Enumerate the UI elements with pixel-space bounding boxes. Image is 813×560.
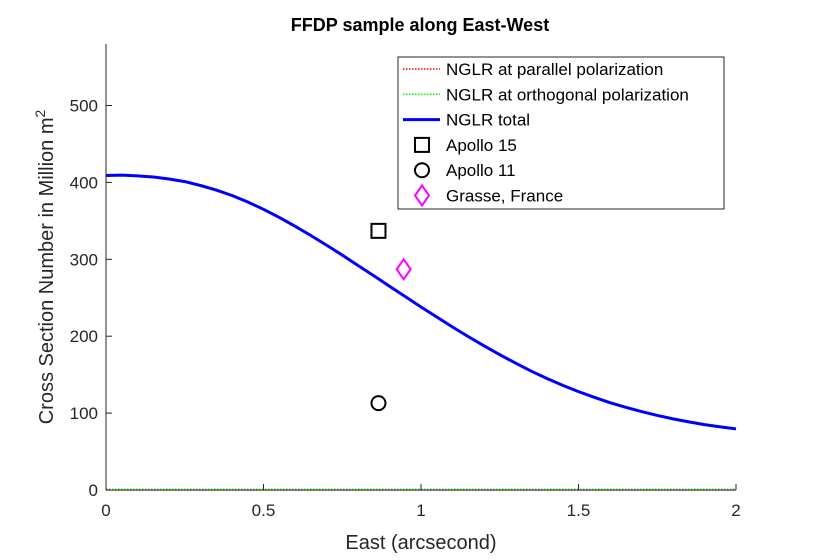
series-line-nglr-total	[105, 173, 737, 431]
x-axis-ticks: 0 0.5 1 1.5 2	[101, 484, 741, 520]
marker-apollo-15	[370, 222, 387, 239]
legend-label: NGLR at parallel polarization	[446, 60, 663, 79]
legend: NGLR at parallel polarization NGLR at ort…	[397, 56, 725, 210]
legend-entry-grasse-france: Grasse, France	[413, 183, 563, 208]
marker-grasse-france	[395, 257, 412, 282]
y-tick-label: 500	[70, 97, 98, 116]
legend-label: Apollo 15	[446, 136, 517, 155]
legend-entry-apollo-11: Apollo 11	[414, 161, 516, 180]
marker-apollo-11	[370, 395, 387, 412]
y-tick-label: 300	[70, 250, 98, 269]
x-tick-label: 2	[731, 501, 740, 520]
y-tick-label: 200	[70, 327, 98, 346]
legend-label: NGLR total	[446, 111, 530, 130]
legend-entry-nglr-at-orthogonal-polarization: NGLR at orthogonal polarization	[403, 85, 689, 104]
y-axis-ticks: 0 100 200 300 400 500	[70, 97, 112, 500]
y-axis-label-main: Cross Section Number in Million m	[36, 118, 58, 425]
legend-label: NGLR at orthogonal polarization	[446, 85, 689, 104]
legend-box	[397, 56, 725, 210]
legend-entry-nglr-at-parallel-polarization: NGLR at parallel polarization	[403, 60, 663, 79]
legend-entry-nglr-total: NGLR total	[403, 111, 530, 130]
y-axis-label: Cross Section Number in Million m2	[32, 110, 58, 425]
legend-swatch	[414, 162, 430, 179]
legend-swatch	[413, 183, 431, 208]
legend-label: Grasse, France	[446, 187, 563, 206]
x-tick-label: 0	[101, 501, 110, 520]
y-axis-label-superscript: 2	[32, 110, 48, 118]
x-axis-label: East (arcsecond)	[345, 532, 496, 554]
x-tick-label: 1.5	[567, 501, 591, 520]
y-tick-label: 100	[70, 404, 98, 423]
legend-entry-apollo-15: Apollo 15	[414, 136, 517, 155]
legend-swatch	[414, 136, 430, 153]
y-tick-label: 0	[89, 481, 98, 500]
chart-title: FFDP sample along East-West	[291, 15, 549, 35]
x-tick-label: 0.5	[252, 501, 276, 520]
x-tick-label: 1	[416, 501, 425, 520]
y-tick-label: 400	[70, 173, 98, 192]
legend-label: Apollo 11	[446, 161, 516, 180]
